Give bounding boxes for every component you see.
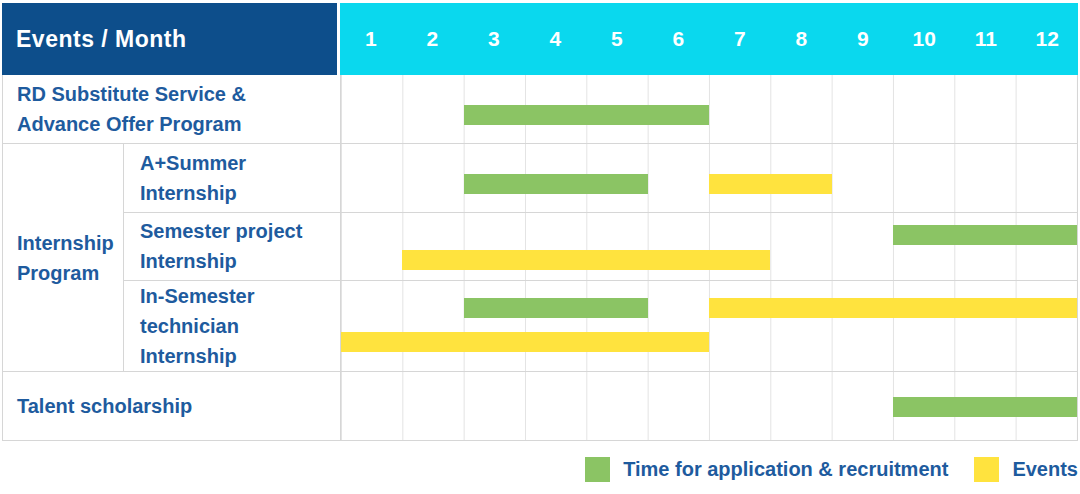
event-bar bbox=[341, 332, 709, 352]
month-label: 1 bbox=[340, 3, 402, 75]
event-bar bbox=[709, 298, 1077, 318]
chart-row-semester-project bbox=[340, 213, 1078, 282]
month-label: 2 bbox=[402, 3, 464, 75]
recruitment-bar bbox=[464, 298, 648, 318]
month-label: 5 bbox=[586, 3, 648, 75]
month-label: 6 bbox=[648, 3, 710, 75]
legend-label-recruitment: Time for application & recruitment bbox=[623, 458, 948, 481]
event-bar bbox=[402, 250, 770, 270]
month-label: 3 bbox=[463, 3, 525, 75]
legend-label-events: Events bbox=[1012, 458, 1078, 481]
row-label-a-plus-summer: A+Summer Internship bbox=[123, 144, 340, 213]
group-label-internship-program: Internship Program bbox=[2, 144, 123, 373]
month-label: 9 bbox=[832, 3, 894, 75]
month-label: 10 bbox=[894, 3, 956, 75]
event-bar bbox=[709, 174, 832, 194]
events-swatch-icon bbox=[974, 457, 999, 482]
row-label-semester-project: Semester project Internship bbox=[123, 213, 340, 282]
recruitment-bar bbox=[893, 225, 1077, 245]
gantt-chart: Events / Month 123456789101112 RD Substi… bbox=[2, 3, 1078, 441]
row-label-talent-scholarship: Talent scholarship bbox=[2, 372, 340, 441]
recruitment-bar bbox=[893, 397, 1077, 417]
row-label-in-semester-technician: In-Semester technician Internship bbox=[123, 281, 340, 372]
month-header: 123456789101112 bbox=[340, 3, 1078, 75]
chart-row-rd-substitute bbox=[340, 75, 1078, 144]
events-month-header: Events / Month bbox=[2, 3, 337, 75]
month-label: 8 bbox=[771, 3, 833, 75]
legend-item-events: Events bbox=[974, 457, 1078, 482]
recruitment-swatch-icon bbox=[585, 457, 610, 482]
chart-row-a-plus-summer bbox=[340, 144, 1078, 213]
recruitment-bar bbox=[464, 105, 709, 125]
legend: Time for application & recruitment Event… bbox=[2, 457, 1078, 482]
month-label: 11 bbox=[955, 3, 1017, 75]
row-label-rd-substitute: RD Substitute Service & Advance Offer Pr… bbox=[2, 75, 340, 144]
recruitment-bar bbox=[464, 174, 648, 194]
month-label: 4 bbox=[525, 3, 587, 75]
month-label: 12 bbox=[1017, 3, 1079, 75]
chart-row-in-semester-technician bbox=[340, 281, 1078, 372]
chart-row-talent-scholarship bbox=[340, 372, 1078, 441]
legend-item-recruitment: Time for application & recruitment bbox=[585, 457, 948, 482]
month-label: 7 bbox=[709, 3, 771, 75]
